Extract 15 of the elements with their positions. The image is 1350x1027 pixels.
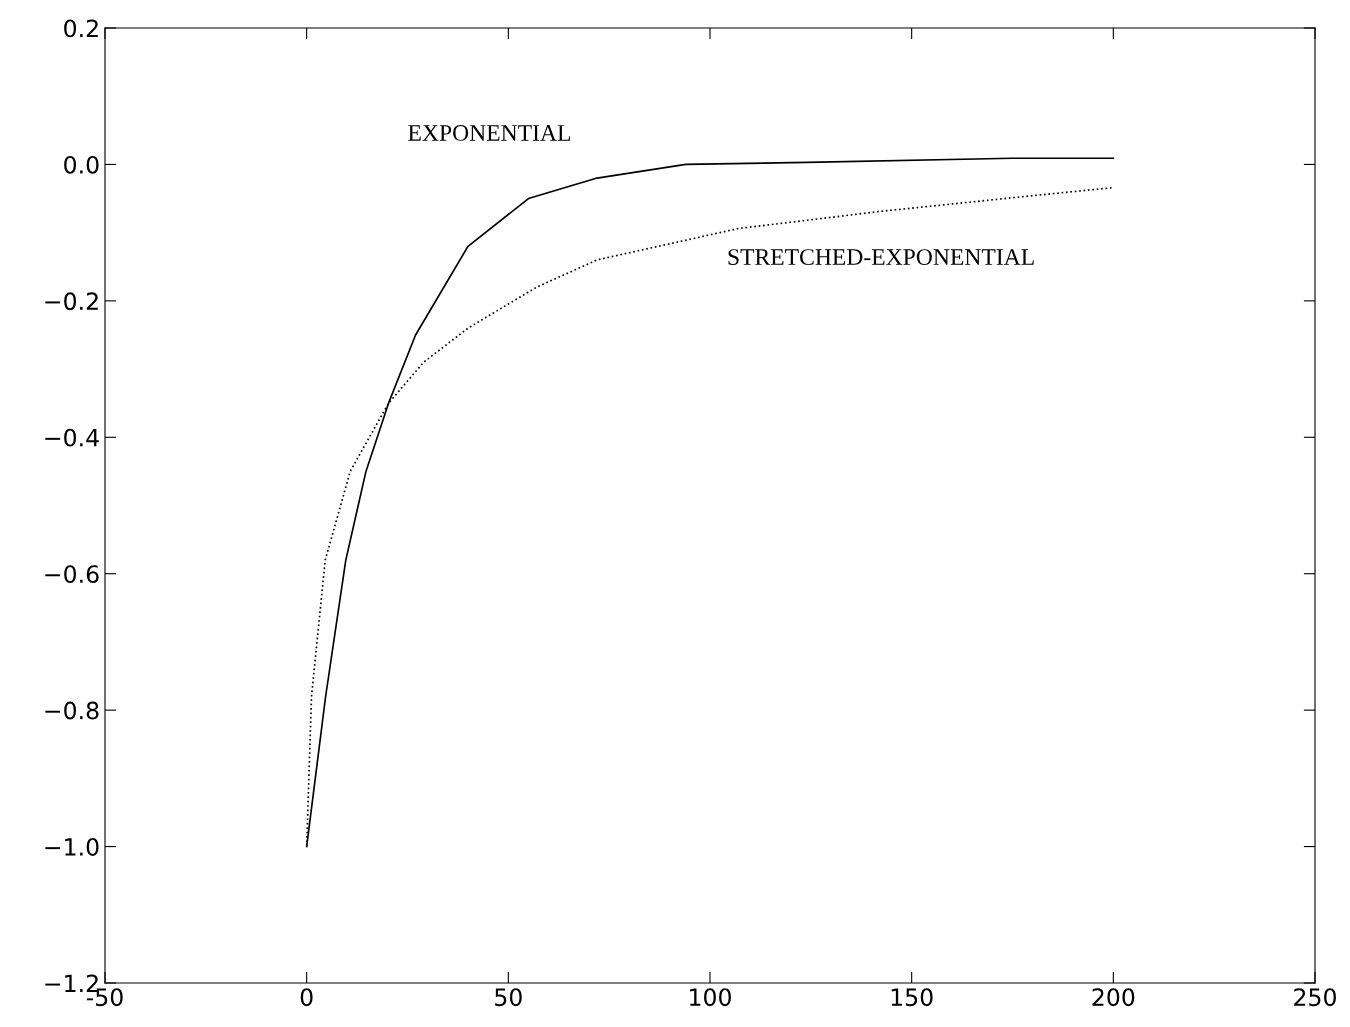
x-tick-label: 100 — [690, 988, 731, 1007]
x-tick-label: 150 — [891, 988, 933, 1007]
y-tick-label: 0.0 — [64, 155, 99, 174]
x-tick-label: 50 — [495, 988, 522, 1007]
y-tick-label: −0.2 — [45, 292, 98, 311]
series-label: STRETCHED-EXPONENTIAL — [728, 249, 1034, 266]
x-tick-label: 200 — [1092, 988, 1135, 1007]
series-label: EXPONENTIAL — [408, 125, 571, 141]
y-tick-label: −1.0 — [45, 838, 99, 856]
y-tick-label: −0.8 — [45, 701, 99, 720]
x-tick-label: 250 — [1294, 988, 1336, 1007]
y-tick-label: 0.2 — [64, 19, 98, 38]
x-tick-label: 0 — [300, 988, 313, 1007]
y-tick-label: −0.4 — [45, 428, 99, 447]
y-tick-label: −0.6 — [45, 565, 99, 584]
